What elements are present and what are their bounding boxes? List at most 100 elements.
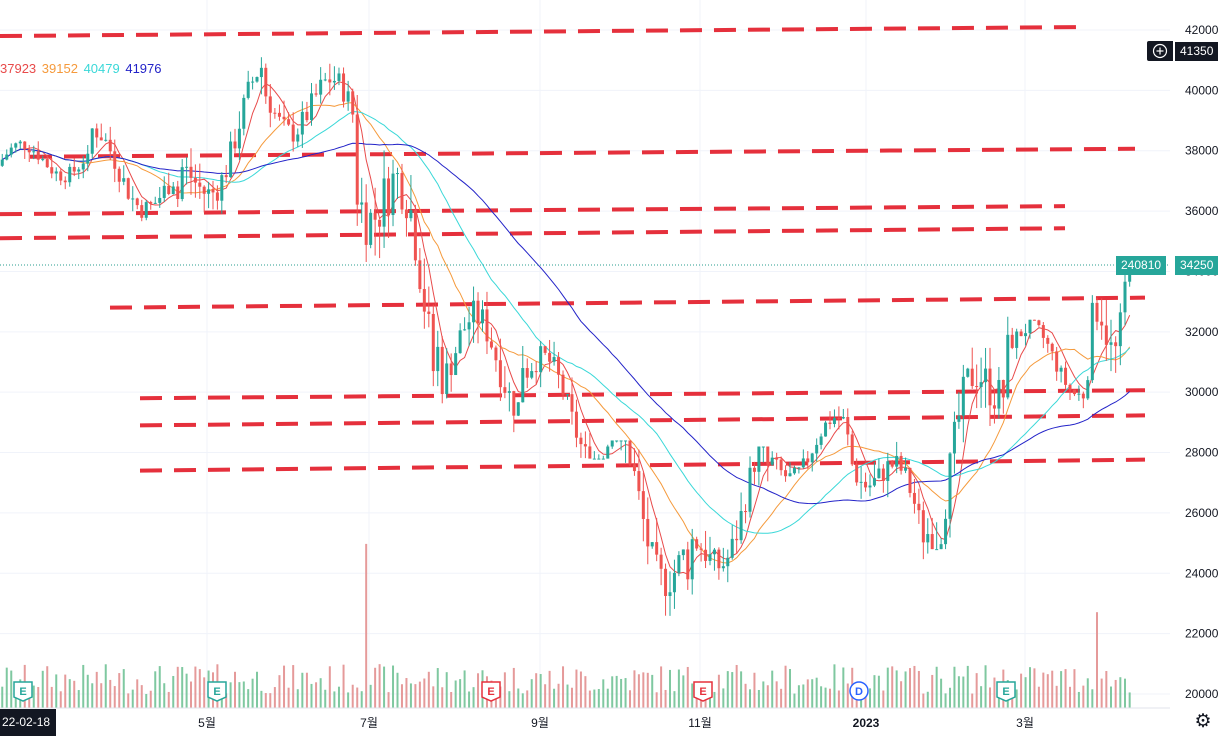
candle-body[interactable] — [815, 444, 819, 454]
candle-body[interactable] — [131, 198, 135, 200]
candle-body[interactable] — [877, 468, 881, 479]
candle-body[interactable] — [81, 163, 85, 170]
candle-body[interactable] — [1072, 389, 1076, 395]
candle-body[interactable] — [637, 471, 641, 492]
candle-body[interactable] — [282, 116, 286, 120]
candle-body[interactable] — [1104, 325, 1108, 345]
candle-body[interactable] — [744, 511, 748, 513]
candle-body[interactable] — [837, 418, 841, 420]
candle-body[interactable] — [615, 440, 619, 442]
candle-body[interactable] — [153, 202, 157, 204]
candle-body[interactable] — [824, 422, 828, 437]
candle-body[interactable] — [664, 568, 668, 596]
candle-body[interactable] — [185, 166, 189, 168]
candle-body[interactable] — [273, 112, 277, 114]
candle-body[interactable] — [570, 394, 574, 412]
candle-body[interactable] — [574, 411, 578, 438]
crosshair-add-button[interactable] — [1147, 41, 1173, 61]
candle-body[interactable] — [1095, 302, 1099, 322]
candle-body[interactable] — [979, 382, 983, 388]
candle-body[interactable] — [1046, 337, 1050, 344]
time-axis[interactable] — [0, 708, 1225, 737]
candle-body[interactable] — [566, 394, 569, 396]
candle-body[interactable] — [1006, 334, 1010, 398]
candle-body[interactable] — [708, 554, 712, 561]
candle-body[interactable] — [957, 415, 961, 422]
candle-body[interactable] — [668, 592, 672, 596]
candle-body[interactable] — [677, 555, 681, 573]
candle-body[interactable] — [588, 446, 592, 459]
candle-body[interactable] — [445, 363, 449, 395]
candle-body[interactable] — [328, 79, 332, 83]
candle-body[interactable] — [641, 491, 645, 519]
candle-body[interactable] — [104, 139, 108, 141]
candle-body[interactable] — [1064, 367, 1068, 385]
candle-body[interactable] — [944, 518, 948, 545]
candle-body[interactable] — [984, 368, 988, 383]
candle-body[interactable] — [36, 151, 40, 160]
candle-body[interactable] — [467, 322, 471, 330]
candle-body[interactable] — [810, 453, 814, 463]
candle-body[interactable] — [9, 147, 13, 155]
candle-body[interactable] — [717, 549, 721, 569]
candle-body[interactable] — [632, 464, 636, 472]
candle-body[interactable] — [14, 143, 18, 148]
candle-body[interactable] — [579, 437, 583, 445]
candle-body[interactable] — [351, 91, 355, 115]
candle-body[interactable] — [1015, 331, 1019, 348]
candle-body[interactable] — [99, 137, 103, 141]
candle-body[interactable] — [624, 440, 628, 442]
candle-body[interactable] — [655, 542, 659, 555]
candle-body[interactable] — [387, 178, 391, 216]
candle-body[interactable] — [721, 566, 725, 569]
candle-body[interactable] — [180, 167, 184, 200]
candle-body[interactable] — [494, 347, 498, 361]
candle-body[interactable] — [552, 357, 556, 362]
candle-body[interactable] — [68, 166, 72, 183]
candle-body[interactable] — [63, 180, 67, 183]
candle-body[interactable] — [287, 119, 291, 125]
candle-body[interactable] — [422, 289, 426, 312]
candle-body[interactable] — [404, 209, 408, 219]
candle-body[interactable] — [628, 440, 632, 465]
candle-body[interactable] — [90, 128, 94, 154]
candle-body[interactable] — [332, 80, 336, 83]
candle-body[interactable] — [242, 97, 246, 129]
candle-body[interactable] — [864, 481, 868, 488]
candle-body[interactable] — [400, 173, 404, 210]
candle-body[interactable] — [766, 446, 770, 465]
candle-body[interactable] — [391, 173, 395, 216]
candle-body[interactable] — [730, 538, 734, 558]
candle-body[interactable] — [557, 357, 561, 375]
candle-body[interactable] — [904, 467, 908, 471]
candle-body[interactable] — [690, 539, 694, 580]
candle-body[interactable] — [832, 418, 836, 425]
candle-body[interactable] — [859, 481, 863, 483]
candle-body[interactable] — [872, 478, 876, 486]
candle-body[interactable] — [198, 182, 202, 187]
candle-body[interactable] — [1100, 321, 1104, 326]
candle-body[interactable] — [369, 212, 373, 245]
candle-body[interactable] — [77, 169, 81, 172]
candle-body[interactable] — [251, 81, 255, 83]
candle-body[interactable] — [784, 470, 788, 477]
earnings-marker[interactable]: E — [996, 681, 1016, 702]
candle-body[interactable] — [268, 96, 272, 113]
candle-body[interactable] — [463, 329, 467, 331]
candle-body[interactable] — [855, 464, 859, 483]
candle-body[interactable] — [458, 330, 462, 354]
candle-body[interactable] — [1068, 384, 1072, 390]
candle-body[interactable] — [342, 73, 346, 102]
candle-body[interactable] — [610, 440, 614, 447]
candle-body[interactable] — [748, 467, 752, 512]
candle-body[interactable] — [659, 554, 663, 569]
candle-body[interactable] — [895, 455, 899, 467]
candle-body[interactable] — [485, 309, 489, 342]
candle-body[interactable] — [360, 202, 364, 205]
candle-body[interactable] — [886, 461, 890, 481]
candle-body[interactable] — [752, 467, 756, 472]
candle-body[interactable] — [237, 128, 241, 149]
candle-body[interactable] — [1010, 334, 1014, 348]
candle-body[interactable] — [296, 134, 300, 142]
candle-body[interactable] — [992, 405, 996, 409]
